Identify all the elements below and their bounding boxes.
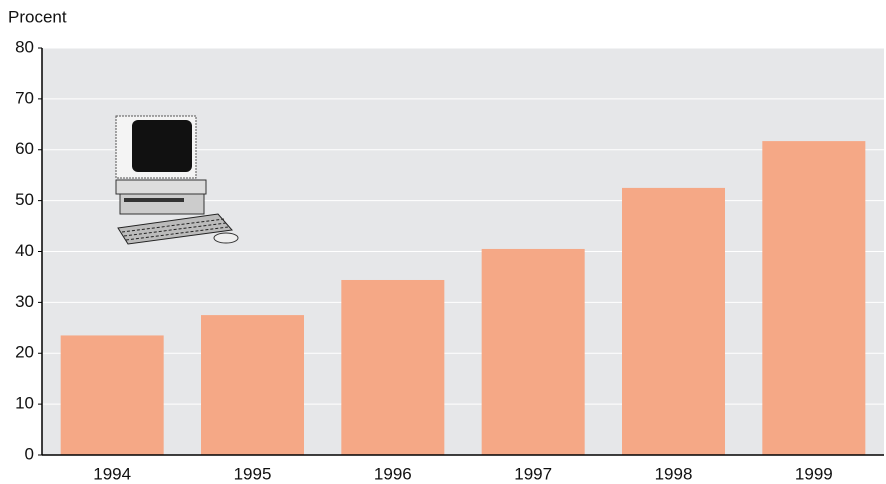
y-tick-label: 10 bbox=[15, 394, 34, 413]
y-tick-label: 50 bbox=[15, 190, 34, 209]
x-tick-label: 1998 bbox=[655, 464, 693, 483]
y-axis-label: Procent bbox=[8, 7, 67, 26]
y-tick-label: 60 bbox=[15, 139, 34, 158]
marks bbox=[42, 47, 884, 456]
y-tick-label: 70 bbox=[15, 88, 34, 107]
y-tick-label: 20 bbox=[15, 343, 34, 362]
x-tick-label: 1995 bbox=[234, 464, 272, 483]
y-tick-label: 80 bbox=[15, 37, 34, 56]
bar bbox=[200, 315, 305, 455]
y-tick-label: 0 bbox=[25, 444, 34, 463]
bar bbox=[341, 279, 445, 455]
x-tick-label: 1994 bbox=[93, 464, 131, 483]
x-tick-label: 1999 bbox=[795, 464, 833, 483]
y-tick-label: 40 bbox=[15, 241, 34, 260]
computer-icon bbox=[115, 115, 239, 245]
bar bbox=[60, 335, 164, 455]
x-tick-label: 1996 bbox=[374, 464, 412, 483]
y-tick-label: 30 bbox=[15, 292, 34, 311]
bar bbox=[762, 141, 866, 455]
bar bbox=[481, 248, 585, 455]
x-tick-label: 1997 bbox=[514, 464, 552, 483]
bar bbox=[621, 187, 726, 455]
